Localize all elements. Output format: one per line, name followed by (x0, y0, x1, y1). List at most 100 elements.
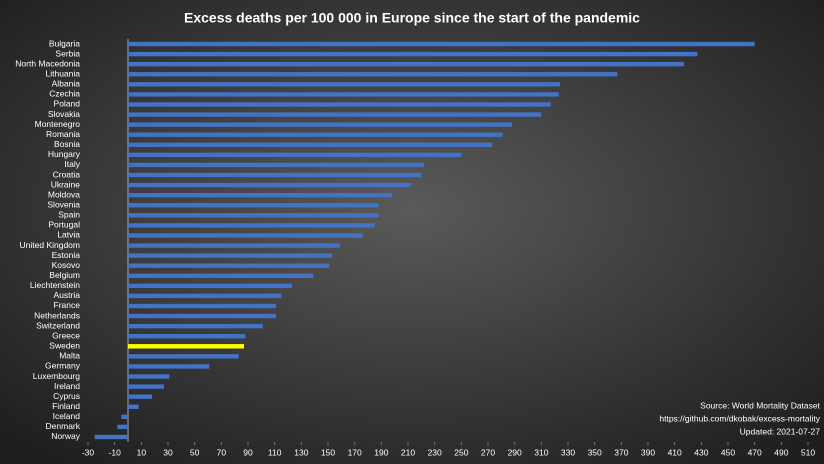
y-tick-label: Germany (45, 361, 81, 371)
bar (128, 384, 164, 389)
y-tick-label: Kosovo (52, 260, 81, 270)
bar (128, 72, 618, 77)
bar (128, 192, 392, 198)
bar (128, 112, 542, 117)
bar (128, 122, 512, 127)
y-tick-label: France (54, 300, 81, 310)
y-tick-label: Bosnia (54, 139, 80, 149)
y-tick-label: Czechia (49, 89, 80, 99)
bar (128, 273, 314, 278)
y-tick-label: Switzerland (36, 320, 80, 330)
y-tick-label: Romania (46, 129, 80, 139)
x-tick-label: 370 (614, 447, 628, 457)
source: Updated: 2021-07-27 (740, 426, 821, 436)
y-tick-label: Ireland (54, 381, 80, 391)
x-tick-label: 350 (588, 447, 602, 457)
y-tick-label: Albania (52, 79, 81, 89)
x-tick-label: 330 (561, 447, 575, 457)
y-tick-label: Croatia (53, 169, 81, 179)
bar (128, 303, 276, 309)
y-tick-label: Liechtenstein (30, 280, 80, 290)
bar (128, 374, 170, 379)
y-tick-label: United Kingdom (20, 240, 80, 250)
bar (128, 142, 492, 147)
y-tick-label: Lithuania (45, 69, 80, 79)
y-tick-label: Luxembourg (33, 371, 81, 381)
bar (128, 82, 560, 87)
x-tick-label: 430 (694, 447, 708, 457)
x-tick-label: 70 (217, 447, 227, 457)
bar (128, 364, 210, 369)
y-tick-label: Belgium (49, 270, 80, 280)
y-tick-label: Malta (59, 351, 80, 361)
y-tick-label: Cyprus (53, 391, 80, 401)
y-tick-label: Estonia (52, 250, 81, 260)
y-tick-label: Finland (52, 401, 80, 411)
x-tick-label: 450 (721, 447, 735, 457)
bar (117, 424, 128, 430)
bar (128, 92, 559, 97)
y-tick-label: Slovakia (48, 109, 80, 119)
y-tick-label: Serbia (55, 48, 80, 58)
x-tick-label: 30 (163, 447, 173, 457)
x-tick-label: 510 (801, 447, 815, 457)
y-tick-label: Portugal (48, 220, 80, 230)
x-tick-label: 10 (137, 447, 147, 457)
y-tick-label: North Macedonia (15, 58, 80, 68)
bar (128, 263, 330, 268)
x-tick-label: 130 (294, 447, 308, 457)
source: https://github.com/dkobak/excess-mortali… (659, 413, 820, 423)
y-tick-label: Poland (54, 99, 81, 109)
x-tick-label: -10 (109, 447, 122, 457)
x-tick-label: 50 (190, 447, 200, 457)
bar (128, 51, 698, 57)
x-tick-label: 290 (508, 447, 522, 457)
y-tick-label: Spain (58, 210, 80, 220)
y-tick-label: Bulgaria (49, 38, 80, 48)
source: Source: World Mortality Dataset (700, 400, 820, 410)
bar (128, 243, 340, 248)
bar (128, 203, 379, 208)
bar (128, 334, 246, 339)
bar (128, 293, 282, 299)
y-tick-label: Italy (64, 159, 80, 169)
y-tick-label: Latvia (57, 230, 80, 240)
bar (128, 323, 263, 329)
bar (128, 283, 292, 289)
x-tick-label: 230 (428, 447, 442, 457)
y-tick-label: Slovenia (47, 199, 80, 209)
bar (128, 394, 152, 399)
bar (128, 344, 244, 349)
y-tick-label: Norway (51, 431, 81, 441)
bar (128, 253, 332, 258)
bar (128, 132, 503, 137)
x-tick-label: 390 (641, 447, 655, 457)
x-tick-label: 90 (243, 447, 253, 457)
bar (128, 152, 462, 158)
y-tick-label: Iceland (53, 411, 81, 421)
y-tick-label: Ukraine (51, 179, 81, 189)
x-tick-label: 490 (774, 447, 788, 457)
x-tick-label: 210 (401, 447, 415, 457)
bar (121, 414, 128, 420)
bar (128, 313, 276, 319)
y-tick-label: Montenegro (35, 119, 81, 129)
x-tick-label: 470 (748, 447, 762, 457)
bar (94, 434, 128, 440)
bar (128, 41, 755, 47)
bar (128, 213, 379, 218)
bar (128, 404, 139, 409)
chart-title: Excess deaths per 100 000 in Europe sinc… (184, 10, 640, 26)
bar (128, 162, 424, 168)
bar (128, 354, 239, 359)
x-tick-label: 170 (348, 447, 362, 457)
y-tick-label: Austria (54, 290, 81, 300)
x-tick-label: 310 (534, 447, 548, 457)
y-tick-label: Sweden (49, 341, 80, 351)
x-tick-label: 250 (454, 447, 468, 457)
bar (128, 233, 363, 238)
x-tick-label: 410 (668, 447, 682, 457)
bar (128, 182, 411, 188)
